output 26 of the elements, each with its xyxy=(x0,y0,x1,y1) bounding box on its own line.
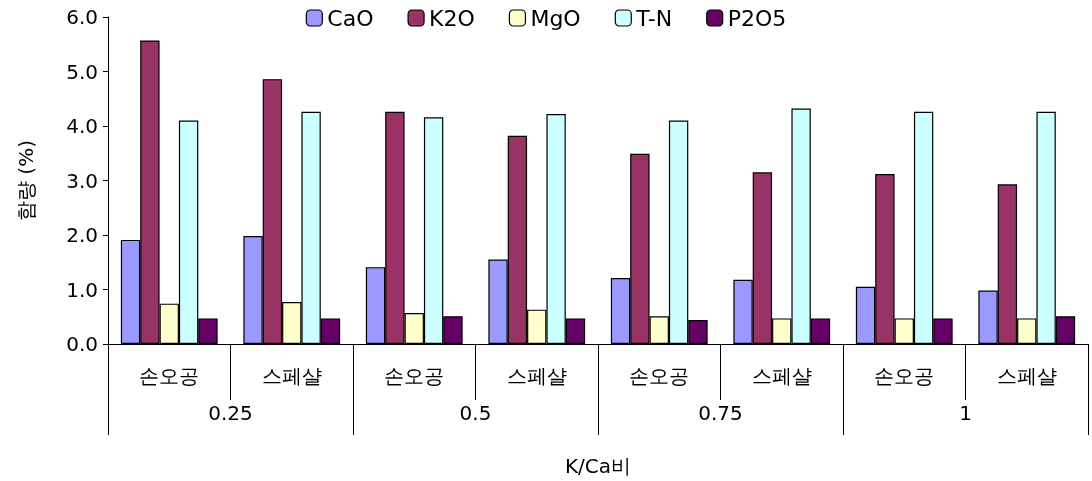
text: 0.5 xyxy=(459,401,492,425)
y-tick-label: 5.0 xyxy=(66,59,98,84)
y-tick-label: 0.0 xyxy=(66,332,98,356)
x-tick-label: 손오공 xyxy=(629,364,690,388)
legend-label: MgO xyxy=(530,5,581,31)
y-tick-label: 1.0 xyxy=(66,277,98,302)
text: 0.75 xyxy=(698,401,743,425)
legend-label: CaO xyxy=(327,5,374,31)
x-tick-label: 스페샬 xyxy=(506,364,567,388)
x-tick-label: 스페샬 xyxy=(751,364,812,388)
x-tick-label: 손오공 xyxy=(384,364,445,388)
x-tick-label: 손오공 xyxy=(139,364,200,388)
y-tick-label: 6.0 xyxy=(66,5,98,29)
x-tick-label: 스페샬 xyxy=(996,364,1057,388)
y-tick-label: 4.0 xyxy=(66,114,98,138)
y-axis-title: 함량 (%) xyxy=(14,140,38,221)
text: 0.25 xyxy=(208,401,253,425)
legend-label: P2O5 xyxy=(727,5,787,31)
legend-label: K2O xyxy=(429,5,475,31)
legend-label: T-N xyxy=(635,5,673,31)
y-tick-label: 3.0 xyxy=(66,168,98,193)
x-axis-title: K/Ca비 xyxy=(564,454,632,478)
x-tick-label: 스페샬 xyxy=(261,364,322,388)
x-tick-label: 손오공 xyxy=(874,364,935,388)
text: 1 xyxy=(959,401,972,425)
y-tick-label: 2.0 xyxy=(66,223,98,247)
